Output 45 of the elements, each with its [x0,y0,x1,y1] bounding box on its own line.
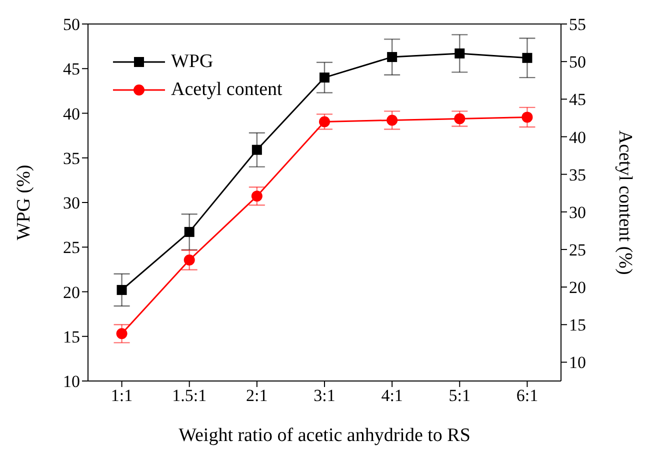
point [319,116,330,128]
y2-axis-title: Acetyl content (%) [614,130,636,275]
y-tick-label: 50 [63,15,80,34]
y2-tick-label: 40 [569,128,586,147]
y-tick-label: 10 [63,372,80,392]
y-tick-label: 25 [63,238,80,258]
x-tick-label: 4:1 [381,386,403,406]
x-tick-label: 6:1 [516,386,538,406]
y2-tick-label: 30 [569,202,586,222]
point [454,113,466,124]
point [116,284,127,295]
y-tick-label: 20 [63,282,80,302]
point [522,112,533,123]
point [116,328,128,340]
y-tick-label: 15 [63,327,80,346]
x-tick-label: 3:1 [314,386,336,406]
y-tick-label: 35 [63,148,80,168]
y2-tick-label: 20 [569,278,586,298]
y-tick-label: 30 [63,194,80,213]
y2-tick-label: 10 [569,353,586,372]
y2-tick-label: 35 [569,165,586,184]
point [522,52,532,63]
point [454,48,465,58]
y-tick-label: 45 [63,60,80,79]
x-axis-title: Weight ratio of acetic anhydride to RS [178,425,470,446]
y-tick-label: 40 [63,104,80,124]
y2-tick-label: 45 [569,90,586,110]
x-tick-label: 1:1 [110,386,133,406]
legend-label: Acetyl content [171,79,282,101]
y-axis-title: WPG (%) [14,164,35,240]
point [184,254,195,266]
y2-tick-label: 55 [569,15,586,34]
point [387,52,398,62]
x-tick-label: 1.5:1 [172,386,207,406]
legend-label: WPG [171,51,214,73]
point [386,114,398,126]
y2-tick-label: 25 [569,240,586,260]
y2-tick-label: 50 [569,52,586,72]
x-tick-label: 5:1 [448,386,471,406]
point [320,72,330,83]
point [252,144,262,155]
point [184,226,194,237]
point [251,190,262,202]
x-tick-label: 2:1 [246,386,268,406]
y2-tick-label: 15 [569,316,586,335]
